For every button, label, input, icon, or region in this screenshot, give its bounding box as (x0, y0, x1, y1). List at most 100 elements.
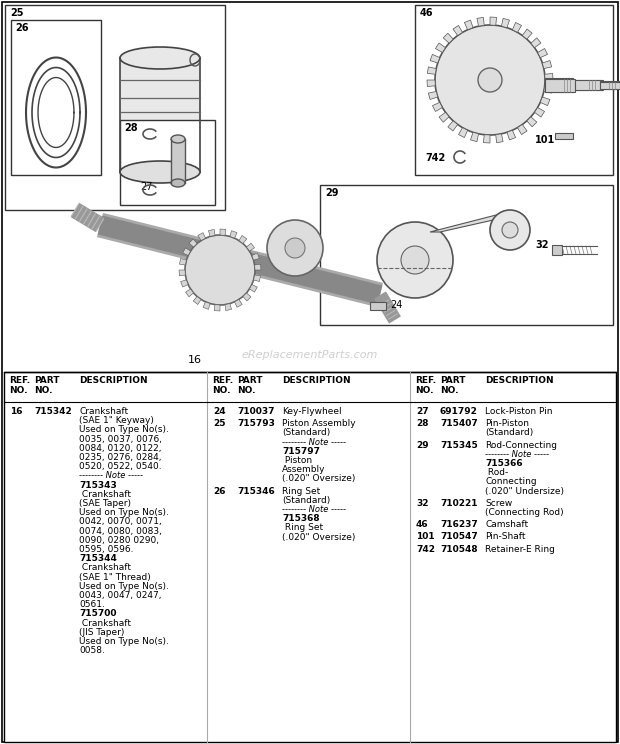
Bar (552, 245, 562, 255)
Text: (Standard): (Standard) (282, 429, 330, 437)
Text: 0058.: 0058. (79, 647, 105, 655)
Polygon shape (477, 17, 484, 26)
Text: Piston: Piston (282, 456, 312, 465)
Text: 742: 742 (425, 153, 445, 163)
Circle shape (285, 238, 305, 258)
Text: 710221: 710221 (440, 498, 477, 508)
Circle shape (377, 222, 453, 298)
Polygon shape (453, 25, 463, 36)
Text: (SAE 1" Thread): (SAE 1" Thread) (79, 573, 151, 582)
Text: 715366: 715366 (485, 459, 523, 468)
Text: NO.: NO. (415, 386, 433, 395)
Text: 0074, 0080, 0083,: 0074, 0080, 0083, (79, 527, 162, 536)
Bar (4, 372, 616, 742)
Bar (600, 82, 620, 89)
Text: 46: 46 (420, 8, 433, 18)
Text: Pin-Shaft: Pin-Shaft (485, 533, 526, 542)
Text: 101: 101 (416, 533, 435, 542)
Text: -------- Note -----: -------- Note ----- (79, 472, 143, 481)
Text: (JIS Taper): (JIS Taper) (79, 628, 125, 637)
Bar (575, 80, 603, 90)
Text: (Standard): (Standard) (485, 429, 533, 437)
Text: 0520, 0522, 0540.: 0520, 0522, 0540. (79, 462, 162, 471)
Text: REF.: REF. (212, 376, 233, 385)
Text: 715342: 715342 (34, 407, 72, 416)
Text: 710547: 710547 (440, 533, 478, 542)
Text: DESCRIPTION: DESCRIPTION (282, 376, 351, 385)
Text: 0561.: 0561. (79, 600, 105, 609)
Text: 0235, 0276, 0284,: 0235, 0276, 0284, (79, 453, 161, 462)
Bar (415, 5, 613, 175)
Polygon shape (214, 304, 220, 311)
Polygon shape (531, 38, 541, 48)
Polygon shape (544, 86, 552, 93)
Polygon shape (189, 239, 197, 247)
Polygon shape (255, 264, 261, 270)
Text: NO.: NO. (212, 386, 231, 395)
Text: 46: 46 (416, 520, 428, 529)
Polygon shape (193, 296, 201, 304)
Circle shape (267, 220, 323, 276)
Polygon shape (254, 275, 260, 281)
Text: Rod-: Rod- (485, 468, 508, 477)
Text: NO.: NO. (237, 386, 255, 395)
Text: 28: 28 (124, 123, 138, 133)
Bar (545, 78, 573, 92)
Text: 27: 27 (140, 182, 153, 192)
Polygon shape (540, 97, 550, 106)
Bar (575, 80, 600, 90)
Polygon shape (180, 280, 188, 287)
Polygon shape (527, 117, 537, 126)
Text: 26: 26 (15, 23, 29, 33)
Polygon shape (459, 128, 467, 138)
Polygon shape (496, 134, 503, 143)
Bar (370, 302, 386, 310)
Text: 0084, 0120, 0122,: 0084, 0120, 0122, (79, 444, 161, 453)
Text: PART: PART (237, 376, 262, 385)
Polygon shape (179, 270, 185, 276)
Polygon shape (490, 17, 497, 25)
Polygon shape (448, 121, 458, 131)
Polygon shape (542, 60, 552, 68)
Text: REF.: REF. (9, 376, 30, 385)
Text: 715344: 715344 (79, 554, 117, 563)
Text: eReplacementParts.com: eReplacementParts.com (242, 350, 378, 360)
Text: 101: 101 (535, 135, 556, 145)
Polygon shape (432, 103, 442, 112)
Text: Connecting: Connecting (485, 478, 537, 487)
Text: PART: PART (440, 376, 466, 385)
Circle shape (435, 25, 545, 135)
Text: 24: 24 (213, 407, 226, 416)
Polygon shape (252, 253, 259, 260)
Text: Retainer-E Ring: Retainer-E Ring (485, 545, 555, 554)
Polygon shape (430, 54, 440, 63)
Text: Rod-Connecting: Rod-Connecting (485, 440, 557, 449)
Text: 716237: 716237 (440, 520, 478, 529)
Text: PART: PART (34, 376, 60, 385)
Polygon shape (522, 29, 532, 39)
Polygon shape (435, 43, 446, 53)
Text: 27: 27 (416, 407, 428, 416)
Text: Used on Type No(s).: Used on Type No(s). (79, 508, 169, 517)
Text: 25: 25 (10, 8, 24, 18)
Polygon shape (247, 243, 254, 251)
Text: Camshaft: Camshaft (485, 520, 528, 529)
Ellipse shape (120, 161, 200, 183)
Text: 24: 24 (390, 300, 402, 310)
Polygon shape (518, 124, 527, 135)
Text: Crankshaft: Crankshaft (79, 407, 128, 416)
Text: (.020" Oversize): (.020" Oversize) (282, 533, 355, 542)
Ellipse shape (171, 135, 185, 143)
Text: 715797: 715797 (282, 447, 320, 456)
Polygon shape (249, 284, 257, 292)
Text: 29: 29 (325, 188, 339, 198)
Polygon shape (179, 258, 187, 265)
Text: 710548: 710548 (440, 545, 477, 554)
Text: 0042, 0070, 0071,: 0042, 0070, 0071, (79, 517, 162, 527)
Text: 715346: 715346 (237, 487, 275, 496)
Text: Ring Set: Ring Set (282, 487, 321, 496)
Ellipse shape (171, 179, 185, 187)
Circle shape (185, 235, 255, 305)
Polygon shape (545, 74, 553, 80)
Text: NO.: NO. (9, 386, 27, 395)
